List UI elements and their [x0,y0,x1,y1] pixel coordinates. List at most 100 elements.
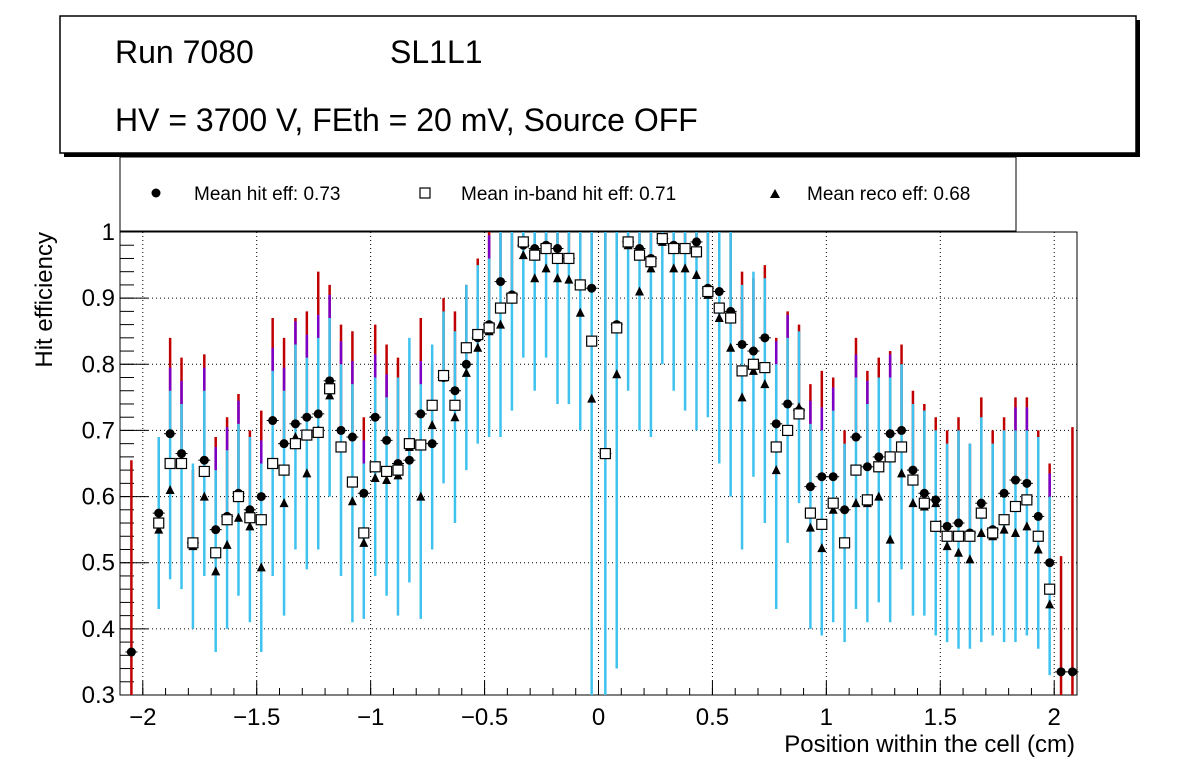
title-box: Run 7080 SL1L1 HV = 3700 V, FEth = 20 mV… [59,15,1140,157]
x-tick-label: −0.5 [461,704,508,731]
in-band-eff-point [232,490,245,503]
reco-eff-point [496,319,506,329]
in-band-eff-point [380,465,393,478]
reco-eff-point [897,468,907,478]
hit-eff-point [245,505,255,515]
in-band-eff-point [244,512,256,524]
legend-label-reco-eff: Mean reco eff: 0.68 [807,184,970,205]
in-band-eff-point [702,285,714,298]
grid [120,231,1077,696]
reco-eff-point [211,566,221,576]
hit-eff-point [370,412,380,422]
reco-eff-point [851,498,861,508]
hit-eff-point [126,647,136,657]
in-band-eff-point [622,236,634,248]
reco-eff-point [302,468,312,478]
hit-eff-point [199,455,209,465]
x-tick-label: −2 [129,704,156,731]
hit-eff-point [325,376,335,386]
hit-eff-point [1045,558,1055,568]
in-band-eff-point [713,302,725,314]
reco-eff-point [942,541,952,551]
in-band-eff-point [392,464,404,476]
in-band-eff-point [599,447,611,460]
legend: Mean hit eff: 0.73 Mean in-band hit eff:… [119,156,1017,232]
reco-eff-point [1010,527,1020,537]
hit-eff-point [587,283,597,293]
in-band-eff-point [267,457,279,470]
in-band-eff-point [403,438,415,450]
reco-eff-point [325,390,335,400]
reco-eff-point [473,342,483,352]
in-band-eff-point [324,383,336,395]
in-band-eff-point [301,429,313,441]
in-band-eff-point [656,233,668,245]
hit-eff-point [302,412,312,422]
in-band-eff-point [952,530,965,542]
hit-eff-point [461,359,471,369]
reco-eff-point [612,369,622,379]
hit-eff-point [279,439,289,449]
in-band-eff-point [483,322,495,334]
reco-eff-point [541,263,551,273]
reco-eff-point [908,498,918,508]
in-band-eff-point [563,252,575,265]
hit-eff-point [931,495,941,505]
reco-eff-point [575,307,585,317]
in-band-eff-point [278,464,290,476]
in-band-eff-point [540,242,552,255]
reco-eff-point [427,420,437,430]
reco-eff-point [817,543,827,553]
hit-eff-point [874,452,884,462]
in-band-eff-point [255,514,267,526]
tick-labels: −2 −1.5 −1 −0.5 0 0.5 1 1.5 2 0.3 0.4 0.5 0.6 0.7 0.8 0… [82,219,1061,731]
hit-eff-point [496,277,506,287]
hit-eff-point [999,488,1009,498]
in-band-eff-point [335,441,347,453]
hit-eff-point [154,508,164,518]
reco-eff-point [828,504,838,514]
legend-label-hit-eff: Mean hit eff: 0.73 [194,184,340,205]
reco-eff-point [635,286,645,296]
in-band-eff-point [289,438,302,450]
reco-eff-point [680,263,690,273]
in-band-eff-point [517,236,529,248]
reco-eff-point [552,273,562,283]
hit-eff-point [268,416,278,426]
reco-eff-point [154,524,164,534]
reco-eff-point [1033,544,1043,554]
y-tick-label: 0.4 [82,616,115,643]
x-tick-label: −1 [357,704,384,731]
reco-eff-point [530,273,540,283]
in-band-eff-point [827,497,839,509]
in-band-eff-point [964,530,976,542]
reco-eff-point [714,312,724,322]
in-band-eff-point [369,461,381,473]
hit-eff-point [760,333,770,343]
in-band-eff-point [506,292,518,304]
reco-eff-point [359,537,369,547]
hit-eff-point [256,492,266,502]
in-band-eff-point [838,537,851,549]
in-band-eff-point [873,461,885,473]
hit-eff-point [359,488,369,498]
x-tick-label: 0 [592,704,605,731]
reco-eff-point [1022,521,1032,531]
x-tick-label: 2 [1048,704,1061,731]
in-band-eff-point [472,328,484,341]
reco-eff-point [518,250,528,260]
hit-eff-point [211,525,221,535]
hit-eff-point [290,419,300,429]
in-band-eff-point [460,342,472,354]
hit-eff-point [783,399,793,409]
hit-eff-point [1033,511,1043,521]
hit-eff-point [737,339,747,349]
in-band-eff-point [1032,530,1044,542]
hit-eff-point [748,346,758,356]
reco-eff-point [805,522,815,532]
y-tick-label: 0.6 [82,484,115,511]
y-tick-label: 0.8 [82,351,115,378]
in-band-eff-point [690,246,703,258]
hit-eff-point [817,472,827,482]
title-box-frame [59,15,1137,154]
